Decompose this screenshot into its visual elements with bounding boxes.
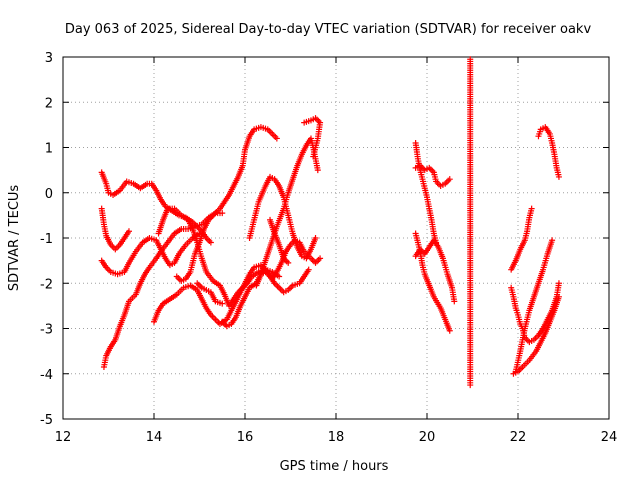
series-s7 [173, 124, 280, 284]
y-axis-label: SDTVAR / TECUs [7, 185, 22, 292]
data-point [555, 293, 562, 300]
x-tick-label: 22 [510, 430, 527, 445]
series-s17 [412, 237, 458, 305]
y-tick-label: 1 [45, 142, 53, 157]
data-point [219, 300, 226, 307]
x-tick-label: 14 [146, 430, 163, 445]
grid-lines [63, 57, 609, 419]
x-axis-label: GPS time / hours [280, 459, 389, 474]
y-tick-label: 0 [45, 187, 53, 202]
y-tick-label: 3 [45, 51, 53, 66]
series-s2 [98, 205, 132, 253]
x-tick-label: 18 [328, 430, 345, 445]
data-point [555, 173, 562, 180]
series-s23 [535, 124, 562, 180]
series-s21 [508, 205, 535, 273]
data-point [310, 153, 317, 160]
y-tick-label: -4 [40, 368, 53, 383]
data-point [219, 210, 226, 217]
data-point [555, 280, 562, 287]
data-point [276, 273, 283, 280]
y-tick-label: -5 [40, 413, 53, 428]
data-point [467, 382, 474, 389]
series-s16 [412, 230, 453, 334]
y-tick-label: -3 [40, 323, 53, 338]
x-tick-label: 20 [419, 430, 436, 445]
x-tick-label: 16 [237, 430, 254, 445]
data-point [446, 176, 453, 183]
series-s12 [267, 216, 292, 266]
data-point [314, 167, 321, 174]
data-point [312, 235, 319, 241]
data-point [549, 237, 556, 244]
data-point [451, 298, 458, 305]
x-tick-label: 24 [601, 430, 618, 445]
data-point [207, 239, 214, 246]
series-s22 [512, 237, 556, 375]
data-point [317, 255, 324, 262]
series-s15 [412, 162, 453, 189]
series-s10 [246, 173, 319, 262]
data-points [98, 56, 562, 389]
series-s18 [467, 56, 474, 389]
y-tick-label: -1 [40, 232, 53, 247]
data-point [446, 327, 453, 334]
series-s11 [253, 266, 312, 296]
data-point [273, 135, 280, 142]
y-tick-label: 2 [45, 96, 53, 111]
chart-title: Day 063 of 2025, Sidereal Day-to-day VTE… [65, 22, 592, 37]
data-point [285, 259, 292, 266]
series-s13 [301, 115, 324, 160]
data-point [528, 205, 535, 212]
data-point [305, 266, 312, 273]
data-point [125, 228, 132, 235]
x-tick-label: 12 [55, 430, 72, 445]
series-s8 [194, 280, 226, 307]
y-tick-label: -2 [40, 277, 53, 292]
